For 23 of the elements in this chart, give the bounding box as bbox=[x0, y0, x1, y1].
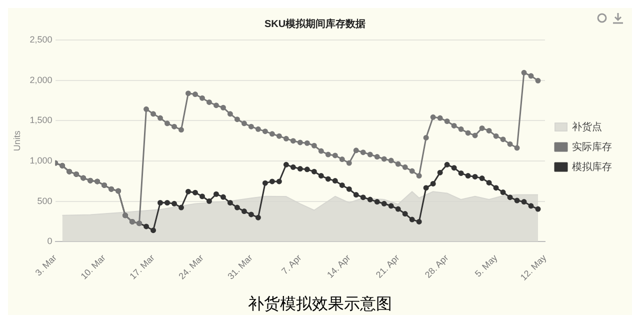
x-tick-label: 12. May bbox=[518, 252, 549, 282]
x-tick-label: 31. Mar bbox=[226, 252, 254, 282]
x-tick-label: 24. Mar bbox=[176, 252, 206, 282]
x-tick-label: 5. May bbox=[473, 252, 500, 279]
x-tick-label: 28. Apr bbox=[422, 252, 450, 280]
x-tick-label: 7. Apr bbox=[280, 252, 304, 276]
chart-title: SKU模拟期间库存数据 bbox=[264, 18, 366, 30]
y-tick-label: 1,000 bbox=[30, 156, 52, 166]
x-tick-label: 14. Apr bbox=[325, 252, 352, 280]
y-tick-label: 1,500 bbox=[30, 115, 52, 126]
x-tick-label: 3. Mar bbox=[33, 252, 58, 278]
legend-label: 实际库存 bbox=[572, 140, 612, 153]
x-tick-label: 21. Apr bbox=[374, 252, 402, 280]
y-axis-title: Units bbox=[12, 130, 22, 152]
legend-label: 补货点 bbox=[572, 120, 602, 133]
text: 补货模拟效果示意图 bbox=[247, 294, 393, 315]
y-tick-label: 0 bbox=[47, 236, 52, 246]
y-tick-label: 2,000 bbox=[30, 74, 52, 85]
legend-label: 模拟库存 bbox=[572, 160, 612, 173]
y-tick-label: 500 bbox=[37, 196, 52, 206]
y-tick-label: 2,500 bbox=[30, 34, 52, 44]
x-tick-label: 10. Mar bbox=[78, 252, 108, 282]
x-tick-label: 17. Mar bbox=[128, 252, 156, 282]
